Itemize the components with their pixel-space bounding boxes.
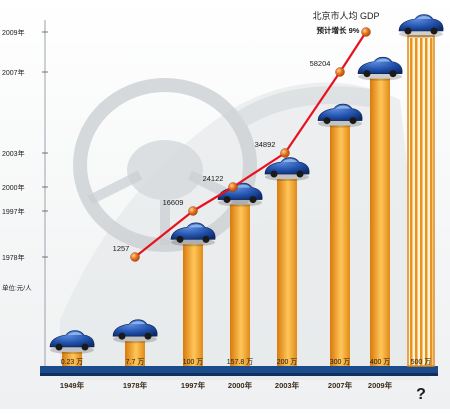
bar-value-label: 300 万	[330, 358, 351, 366]
line-point	[280, 148, 290, 158]
question-mark-label: ?	[416, 386, 426, 403]
chart-title: 北京市人均 GDP	[312, 10, 379, 21]
line-point-label: 1257	[113, 244, 130, 253]
category-label: 1978年	[123, 380, 148, 390]
y-tick-label: 2000年	[2, 183, 25, 192]
car-icon	[112, 319, 158, 344]
bar-4	[277, 179, 297, 366]
line-point	[361, 27, 371, 37]
car-icon	[170, 222, 216, 247]
line-point	[228, 182, 238, 192]
bar-5	[330, 125, 350, 366]
bar-value-label: 0.23 万	[61, 358, 84, 366]
y-tick-label: 2003年	[2, 149, 25, 158]
labels: 0.23 万 1949年 7.7 万 1978年 100 万 1997年 157.8 万 20…	[2, 28, 431, 403]
category-label: 2003年	[275, 380, 300, 390]
line-segment	[192, 186, 234, 212]
line-segment	[284, 71, 341, 154]
line-segment	[339, 31, 367, 73]
bar-value-label: 500 万	[411, 358, 432, 366]
y-tick-label: 1997年	[2, 207, 25, 216]
bar-6	[370, 78, 390, 366]
line-segment	[134, 210, 194, 258]
category-label: 2009年	[368, 380, 393, 390]
bar-1	[125, 341, 145, 366]
y-tick-label: 2009年	[2, 28, 25, 37]
car-icon	[398, 14, 444, 38]
category-label: 2000年	[228, 380, 253, 390]
bar-value-label: 400 万	[370, 358, 391, 366]
car-icon	[217, 182, 263, 207]
gdp-line-series	[130, 27, 371, 262]
car-icon	[357, 56, 403, 81]
car-icon	[49, 330, 95, 354]
growth-annotation: 预计增长 9%	[317, 25, 360, 35]
line-point-label: 58204	[310, 59, 331, 68]
bar-3	[230, 204, 250, 366]
y-tick-label: 1978年	[2, 253, 25, 262]
y-axis-unit-label: 单位:元/人	[2, 283, 32, 292]
bar-value-label: 200 万	[277, 358, 298, 366]
bar-value-label: 100 万	[183, 358, 204, 366]
bars	[49, 14, 444, 367]
car-icon	[317, 103, 363, 128]
line-point-label: 16609	[163, 198, 184, 207]
category-label: 1997年	[181, 380, 206, 390]
line-point	[335, 67, 345, 77]
bar-0	[62, 352, 82, 366]
bar-2	[183, 244, 203, 366]
y-tick-label: 2007年	[2, 68, 25, 77]
line-point	[188, 206, 198, 216]
category-label: 2007年	[328, 380, 353, 390]
bar-projected	[407, 35, 435, 367]
line-point-label: 34892	[255, 140, 276, 149]
bar-value-label: 7.7 万	[126, 358, 145, 366]
line-point-label: 24122	[203, 174, 224, 183]
category-label: 1949年	[60, 380, 85, 390]
x-axis	[40, 366, 438, 376]
car-icon	[264, 157, 310, 182]
bar-value-label: 157.8 万	[227, 358, 253, 366]
line-segment	[232, 152, 286, 188]
line-point	[130, 252, 140, 262]
